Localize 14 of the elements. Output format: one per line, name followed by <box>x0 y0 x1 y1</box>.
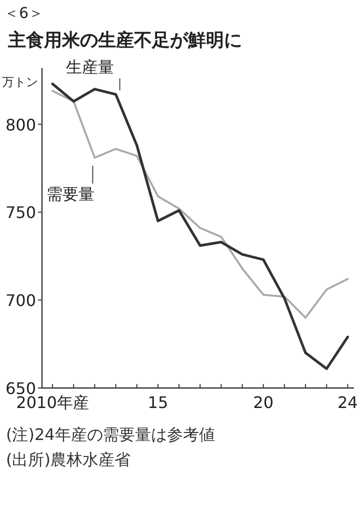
series-label: 生産量 <box>66 57 114 76</box>
series-label: 需要量 <box>46 184 95 204</box>
y-tick-label: 750 <box>5 203 36 222</box>
text: ＜6＞ <box>4 4 44 22</box>
x-tick-label: 20 <box>253 393 274 412</box>
text: (出所)農林水産省 <box>6 450 130 469</box>
x-tick-label: 24 <box>337 393 358 412</box>
y-tick-label: 700 <box>5 291 36 310</box>
text: (注)24年産の需要量は参考値 <box>6 425 215 444</box>
y-tick-label: 800 <box>5 115 36 134</box>
y-axis-title: 万トン <box>2 75 38 89</box>
x-tick-label: 15 <box>148 393 168 412</box>
x-tick-label: 2010年産 <box>16 393 89 412</box>
chart-title: 主食用米の生産不足が鮮明に <box>7 30 242 51</box>
